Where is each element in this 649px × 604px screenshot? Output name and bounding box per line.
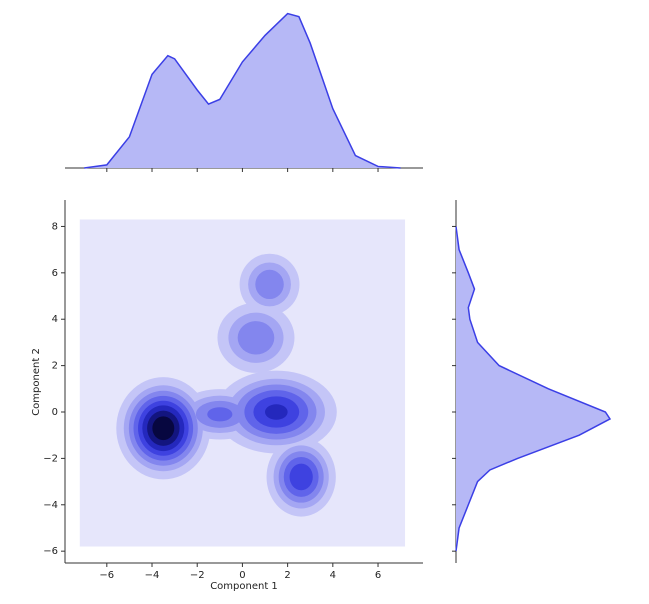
marginal-y-fill [456,226,610,552]
x-tick-label: 2 [284,570,290,581]
x-tick-label: 4 [330,570,336,581]
y-tick-label: 6 [52,268,58,279]
x-axis-label: Component 1 [210,581,278,592]
x-tick-label: −4 [145,570,160,581]
marginal-y-line [455,226,612,552]
x-tick-label: 0 [239,570,245,581]
kde-contour [237,321,275,355]
y-tick-label: 2 [52,361,58,372]
y-tick-label: −6 [43,546,58,557]
x-tick-label: −6 [99,570,114,581]
y-axis-label: Component 2 [31,348,42,416]
kde-contour [289,463,313,491]
kde-contour [152,416,175,441]
marginal-x-fill [84,13,401,169]
y-tick-label: −4 [43,500,58,511]
marginal-x-line [84,12,401,169]
y-tick-label: 0 [52,407,58,418]
y-tick-label: −2 [43,453,58,464]
kde-contour [255,269,284,300]
kde-contour [265,404,288,420]
x-tick-label: 6 [375,570,381,581]
x-tick-label: −2 [190,570,205,581]
y-tick-label: 4 [52,314,58,325]
kde-layer [79,219,406,547]
kde-contour [207,407,233,422]
y-tick-label: 8 [52,221,58,232]
